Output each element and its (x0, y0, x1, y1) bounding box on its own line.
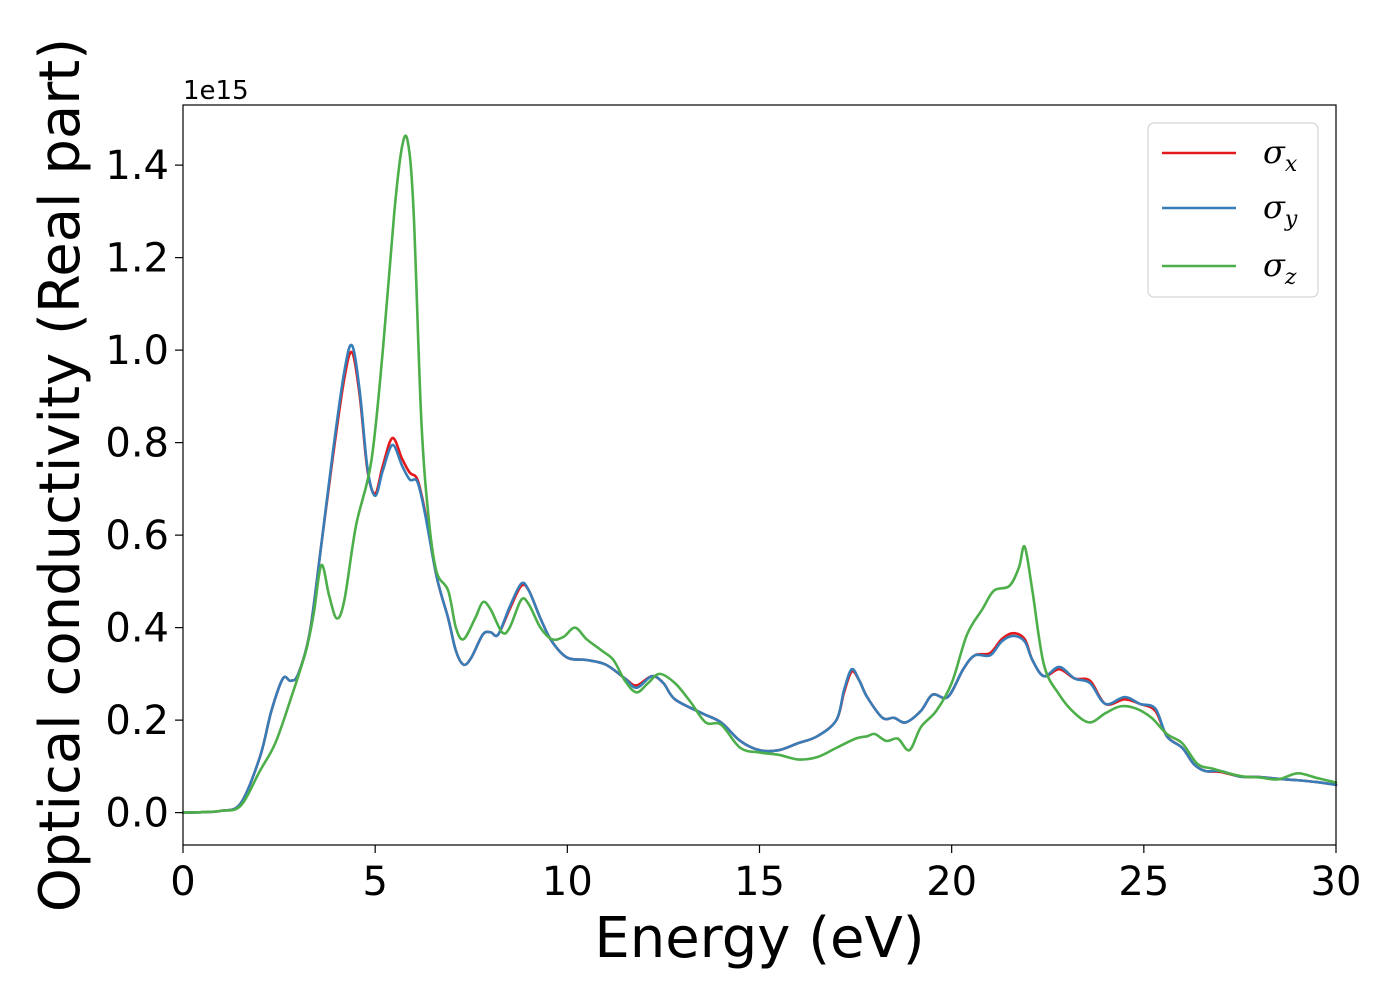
y-tick-label: 0.2 (105, 698, 169, 744)
y-axis-title: Optical conductivity (Real part) (28, 38, 93, 912)
x-tick-label: 10 (542, 859, 593, 905)
series-layer (181, 134, 1338, 814)
y-tick-label: 0.4 (105, 606, 169, 652)
series-line-y (181, 343, 1338, 814)
y-tick-label: 0.0 (105, 791, 169, 837)
x-tick-label: 0 (170, 859, 195, 905)
legend-label-z: σz (1263, 246, 1297, 290)
x-axis: 0 5 10 15 20 25 30 (170, 845, 1361, 905)
y-offset-label: 1e15 (183, 76, 249, 106)
y-tick-label: 0.8 (105, 421, 169, 467)
y-tick-label: 0.6 (105, 513, 169, 559)
y-tick-label: 1.4 (105, 143, 169, 189)
x-tick-label: 15 (734, 859, 785, 905)
legend-box (1147, 122, 1319, 298)
series-line-z (181, 134, 1338, 814)
y-tick-label: 1.0 (105, 328, 169, 374)
y-tick-label: 1.2 (105, 236, 169, 282)
legend: σx σy σz (1147, 122, 1319, 298)
x-tick-label: 20 (926, 859, 977, 905)
x-tick-label: 30 (1311, 859, 1362, 905)
y-axis: 0.0 0.2 0.4 0.6 0.8 1.0 1.2 1.4 (105, 143, 183, 837)
x-tick-label: 25 (1118, 859, 1169, 905)
x-tick-label: 5 (362, 859, 387, 905)
legend-label-x: σx (1263, 133, 1298, 177)
legend-label-y: σy (1263, 188, 1298, 232)
x-axis-title: Energy (eV) (594, 906, 924, 971)
